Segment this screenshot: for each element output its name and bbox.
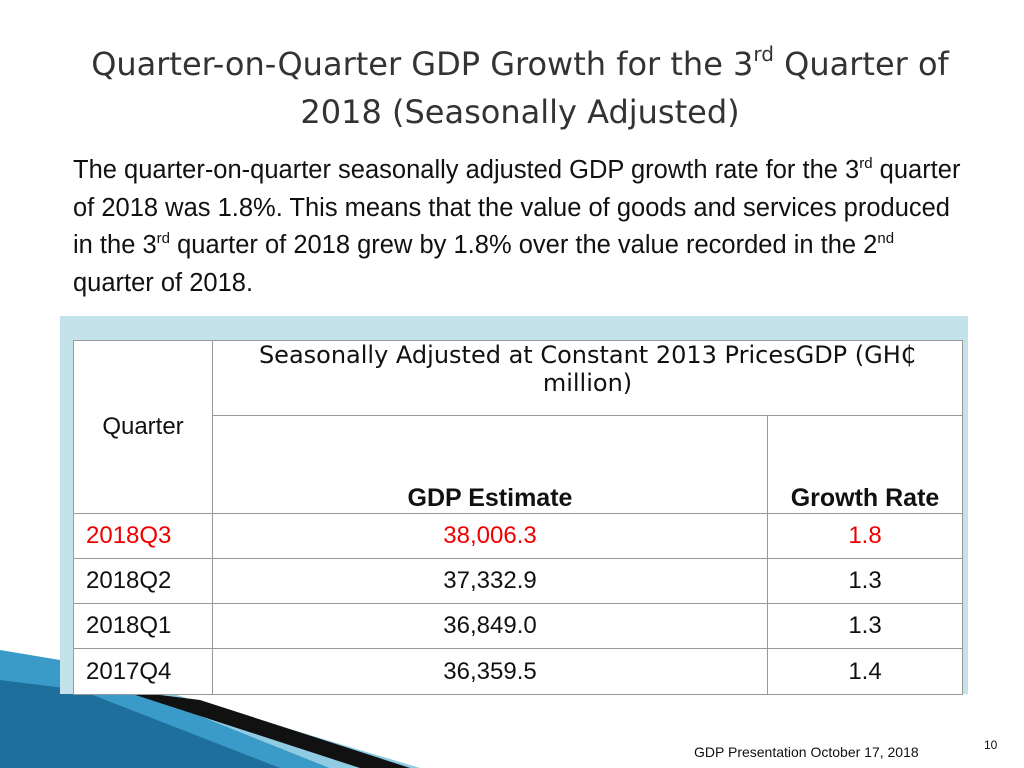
text-run: quarter of 2018. (73, 268, 254, 297)
table-row: 2017Q4 36,359.5 1.4 (73, 648, 963, 695)
table-cell: 2018Q2 (73, 558, 213, 604)
footer: GDP Presentation October 17, 2018 (694, 744, 919, 760)
superscript: rd (753, 42, 774, 66)
header-cell: Growth Rate (767, 415, 963, 514)
table-cell: 1.4 (767, 648, 963, 695)
text-run: Quarter of 2018 (Seasonally Adjusted) (300, 45, 949, 131)
table-cell: 37,332.9 (212, 558, 768, 604)
table-cell: 38,006.3 (212, 513, 768, 559)
text-run: quarter of 2018 was 1.8%. This means tha… (73, 156, 961, 259)
swoosh (0, 680, 280, 768)
table-cell: 1.8 (767, 513, 963, 559)
table-cell: 36,849.0 (212, 603, 768, 649)
text-run: quarter of 2018 grew by 1.8% over the va… (170, 231, 878, 259)
superscript: rd (859, 155, 873, 172)
data-table: Quarter Seasonally Adjusted at Constant … (73, 340, 963, 695)
table-cell: 36,359.5 (212, 648, 768, 695)
swoosh-shadow (120, 690, 410, 768)
table-cell: 2017Q4 (73, 648, 213, 695)
paragraph: The quarter-on-quarter seasonally adjust… (73, 152, 973, 302)
header-cell: Seasonally Adjusted at Constant 2013 Pri… (212, 340, 963, 416)
header-cell: Quarter (73, 340, 213, 514)
table-cell: 2018Q3 (73, 513, 213, 559)
table-cell: 1.3 (767, 603, 963, 649)
table-cell: 1.3 (767, 558, 963, 604)
text-run: The quarter-on-quarter seasonally adjust… (73, 156, 860, 184)
title: Quarter-on-Quarter GDP Growth for the 3r… (60, 40, 980, 136)
superscript: nd (877, 230, 895, 247)
table-cell: 2018Q1 (73, 603, 213, 649)
header-cell: GDP Estimate (212, 415, 768, 514)
table-row: 2018Q1 36,849.0 1.3 (73, 603, 963, 649)
text-run: Quarter-on-Quarter GDP Growth for the 3 (91, 45, 754, 83)
table-row: 2018Q2 37,332.9 1.3 (73, 558, 963, 604)
superscript: rd (156, 230, 170, 247)
table-row: 2018Q3 38,006.3 1.8 (73, 513, 963, 559)
page-number: 10 (984, 738, 998, 752)
